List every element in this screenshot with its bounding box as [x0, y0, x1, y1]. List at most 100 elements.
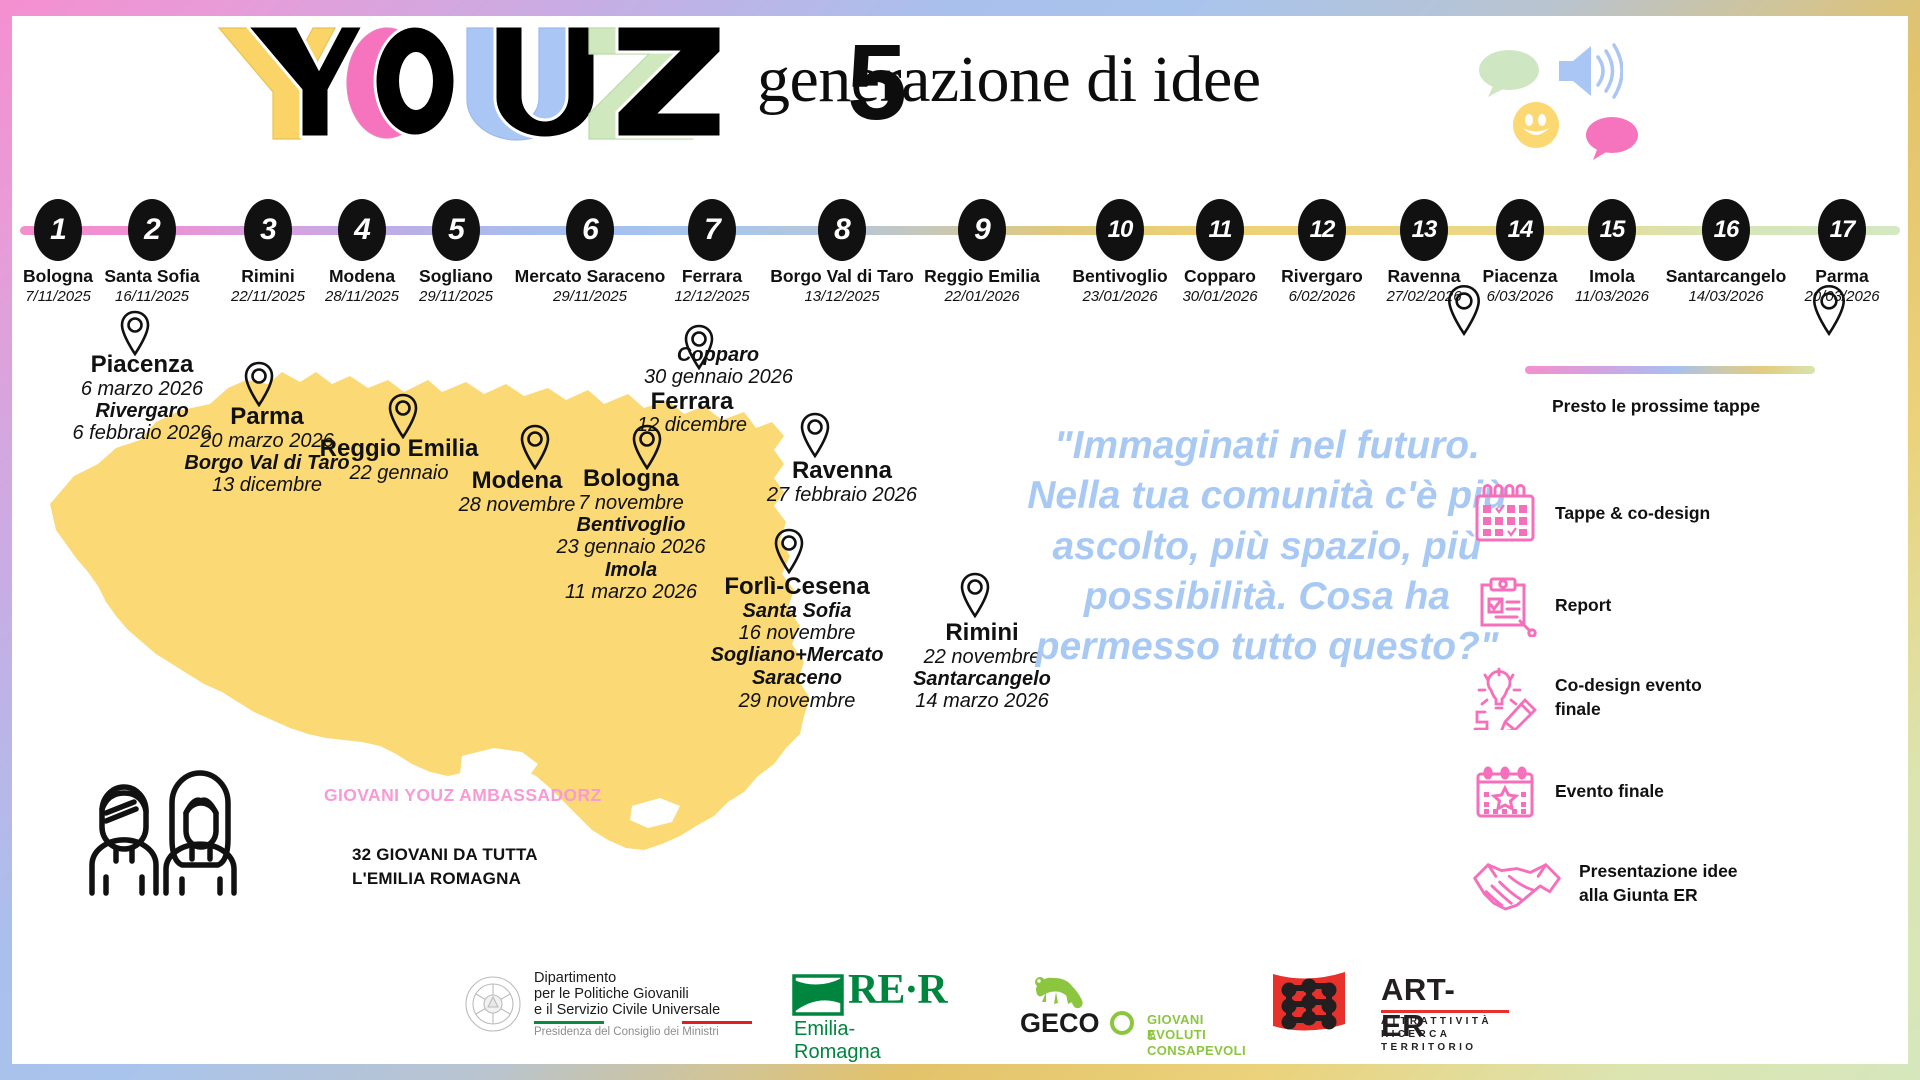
timeline-stop-date: 13/12/2025: [804, 288, 880, 305]
rer-title: RE·R: [848, 967, 948, 1013]
map-label-piacenza: Piacenza 6 marzo 2026 Rivergaro 6 febbra…: [72, 351, 212, 445]
legend-item-tappe-codesign[interactable]: Tappe & co-design: [1467, 476, 1897, 552]
two-people-icon: [82, 769, 242, 904]
timeline-stop-date: 22/01/2026: [944, 288, 1020, 305]
timeline-stop-date: 16/11/2025: [115, 288, 189, 305]
timeline-stop-city: Santa Sofia: [104, 266, 200, 286]
map-pin-rimini[interactable]: [960, 572, 990, 623]
map-label-bologna: Bologna 7 novembre Bentivoglio 23 gennai…: [556, 465, 706, 604]
header-subtitle: generazione di idee: [757, 43, 1261, 116]
arter-line1: ATTRATTIVITÀ: [1381, 1016, 1492, 1027]
timeline-stop-number: 2: [128, 199, 176, 261]
timeline-stop-number: 12: [1298, 199, 1346, 261]
timeline-stop-city: Modena: [328, 266, 396, 286]
geco-line1: GIOVANI EVOLUTI: [1147, 1012, 1207, 1042]
timeline-stop-date: 28/11/2025: [325, 288, 399, 305]
next-stops-row: [1448, 284, 1897, 386]
quote-text: "Immaginati nel futuro. Nella tua comuni…: [1027, 424, 1507, 669]
timeline-stop-number: 1: [34, 199, 82, 261]
map-label-reggio-emilia: Reggio Emilia 22 gennaio: [319, 435, 479, 484]
map-label-ferrara: Copparo 30 gennaio 2026 Ferrara 12 dicem…: [636, 344, 794, 437]
ambassadorz-subtitle-line1: 32 GIOVANI DA TUTTA: [352, 845, 538, 864]
legend-label: Presentazione idee alla Giunta ER: [1579, 861, 1738, 905]
calendar-check-icon: [1467, 476, 1543, 552]
smiley-yellow-icon: [1512, 101, 1560, 154]
map-pin-ravenna[interactable]: [800, 412, 830, 463]
timeline-stop-date: 7/11/2025: [25, 288, 91, 305]
timeline-stop-date: 11/03/2026: [1575, 288, 1649, 305]
legend-item-codesign-evento-finale[interactable]: Co-design evento finale: [1467, 660, 1897, 736]
map-pin-parma[interactable]: [244, 361, 274, 412]
timeline-stop-city: Ferrara: [681, 266, 743, 286]
timeline-stop-city: Copparo: [1184, 266, 1256, 286]
clipboard-report-icon: [1467, 568, 1543, 644]
speech-bubble-pink-icon: [1584, 116, 1639, 166]
map-pin-forli-cesena[interactable]: [774, 528, 804, 579]
timeline-stop-number: 11: [1196, 199, 1244, 261]
flag-red-bar: [682, 1021, 752, 1024]
timeline-stop-city: Imola: [1589, 266, 1635, 286]
timeline-stop-city: Bologna: [23, 266, 93, 286]
map-pin-right-icon: [1812, 284, 1846, 341]
legend-item-evento-finale[interactable]: Evento finale: [1467, 754, 1897, 830]
ambassadorz-subtitle: 32 GIOVANI DA TUTTA L'EMILIA ROMAGNA: [352, 843, 538, 891]
geco-line2: & CONSAPEVOLI: [1147, 1028, 1247, 1058]
timeline-stop-date: 6/02/2026: [1288, 288, 1356, 305]
map-label-parma: Parma 20 marzo 2026 Borgo Val di Taro 13…: [184, 403, 350, 497]
timeline-stop-city: Bentivoglio: [1072, 266, 1168, 286]
timeline-stop-city: Ravenna: [1387, 266, 1461, 286]
timeline-stop-date: 29/11/2025: [419, 288, 493, 305]
map-label-forli-cesena: Forlì-Cesena Santa Sofia 16 novembre Sog…: [710, 573, 884, 713]
timeline-stop-number: 14: [1496, 199, 1544, 261]
timeline-stop-number: 16: [1702, 199, 1750, 261]
timeline-stop-number: 15: [1588, 199, 1636, 261]
map-label-modena: Modena 28 novembre: [458, 467, 576, 516]
logo-letter-z: [615, 26, 723, 139]
legend-item-report[interactable]: Report: [1467, 568, 1897, 644]
dip-line3: e il Servizio Civile Universale: [534, 1002, 721, 1018]
legend-label: Report: [1555, 595, 1612, 616]
timeline-stop-city: Rivergaro: [1281, 266, 1363, 286]
timeline-stop-city: Rimini: [241, 266, 295, 286]
next-stops-label: Presto le prossime tappe: [1552, 396, 1761, 416]
lightbulb-pencil-icon: [1467, 660, 1543, 736]
dip-line2: per le Politiche Giovanili: [534, 986, 689, 1002]
map-pin-bologna[interactable]: [632, 424, 662, 475]
legend-label: Evento finale: [1555, 781, 1664, 802]
infographic-canvas: 5 generazione di idee 1 Bo: [12, 16, 1908, 1064]
timeline-stop-date: 29/11/2025: [553, 288, 627, 305]
map-label-ravenna: Ravenna 27 febbraio 2026: [766, 457, 918, 506]
legend-label: Tappe & co-design: [1555, 503, 1711, 524]
legend-label: Co-design evento finale: [1555, 675, 1702, 719]
timeline-stop-number: 3: [244, 199, 292, 261]
dip-line4: Presidenza del Consiglio dei Ministri: [534, 1026, 719, 1038]
timeline-stop-number: 5: [432, 199, 480, 261]
timeline-stop-date: 12/12/2025: [674, 288, 750, 305]
speech-bubble-green-icon: [1478, 48, 1540, 103]
map-pin-piacenza[interactable]: [120, 310, 150, 361]
timeline-stop-date: 23/01/2026: [1082, 288, 1158, 305]
speaker-blue-icon: [1553, 41, 1624, 106]
map-pin-reggio-emilia[interactable]: [388, 393, 418, 444]
timeline-stop-city: Sogliano: [419, 266, 493, 286]
timeline-stop-city: Reggio Emilia: [924, 266, 1040, 286]
header: 5 generazione di idee: [12, 16, 1908, 166]
map-pin-ferrara[interactable]: [684, 324, 714, 375]
timeline-stop-number: 8: [818, 199, 866, 261]
legend-item-presentazione-idee[interactable]: Presentazione idee alla Giunta ER: [1467, 846, 1897, 922]
arter-divider: [1381, 1010, 1509, 1013]
logo-letter-o: [373, 26, 457, 138]
map-area: Piacenza 6 marzo 2026 Rivergaro 6 febbra…: [32, 310, 1051, 896]
emilia-romagna-map-shape: [50, 372, 810, 850]
timeline-stop-number: 6: [566, 199, 614, 261]
timeline-stop-number: 7: [688, 199, 736, 261]
timeline-stop-date: 6/03/2026: [1486, 288, 1554, 305]
arter-title: ART-ER: [1381, 972, 1456, 1043]
timeline-stop-number: 10: [1096, 199, 1144, 261]
dip-line1: Dipartimento: [534, 970, 617, 986]
timeline-stop-number: 4: [338, 199, 386, 261]
timeline-stop-date: 14/03/2026: [1688, 288, 1764, 305]
rer-subtitle: Emilia-Romagna: [794, 1018, 881, 1063]
map-pin-modena[interactable]: [520, 424, 550, 475]
legend-panel: Presto le prossime tappe: [1448, 284, 1897, 956]
